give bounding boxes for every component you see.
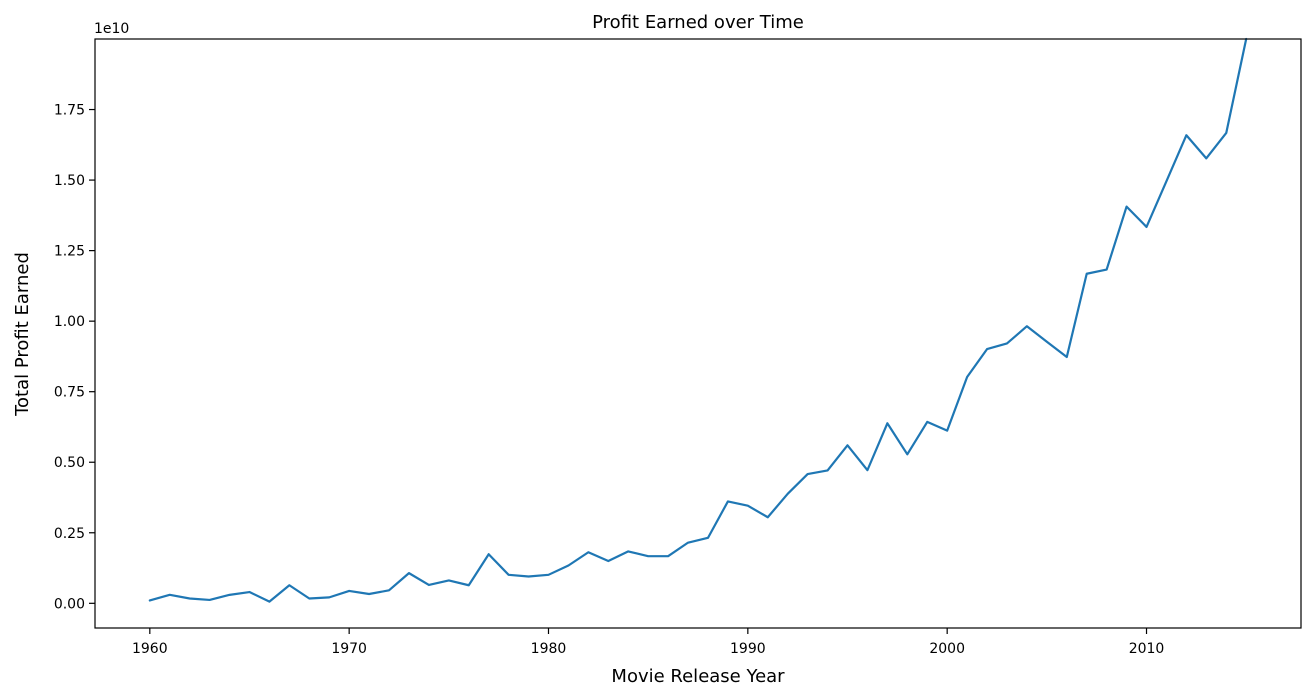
y-tick-label: 0.25 xyxy=(54,526,85,542)
x-axis-ticks: 1960 1970 1980 1990 2000 2010 xyxy=(132,628,1164,657)
y-tick-label: 1.00 xyxy=(54,314,85,330)
x-tick-label: 1960 xyxy=(132,641,168,657)
x-tick-label: 2000 xyxy=(929,641,965,657)
y-tick-label: 0.75 xyxy=(54,385,85,401)
y-offset-label: 1e10 xyxy=(94,21,129,37)
plot-frame xyxy=(94,38,1302,629)
y-axis-ticks: 0.00 0.25 0.50 0.75 1.00 1.25 1.50 1.75 xyxy=(54,103,95,612)
profit-series-line xyxy=(148,37,1248,603)
x-tick-label: 1980 xyxy=(531,641,567,657)
y-tick-label: 1.50 xyxy=(54,173,85,189)
y-tick-label: 1.75 xyxy=(54,103,85,119)
y-tick-label: 1.25 xyxy=(54,244,85,260)
x-axis-label: Movie Release Year xyxy=(611,666,785,687)
x-tick-label: 2010 xyxy=(1129,641,1165,657)
y-axis-label: Total Profit Earned xyxy=(12,252,33,417)
x-tick-label: 1990 xyxy=(730,641,766,657)
y-tick-label: 0.00 xyxy=(54,596,85,612)
y-tick-label: 0.50 xyxy=(54,455,85,471)
x-tick-label: 1970 xyxy=(331,641,367,657)
chart-title: Profit Earned over Time xyxy=(592,12,804,33)
